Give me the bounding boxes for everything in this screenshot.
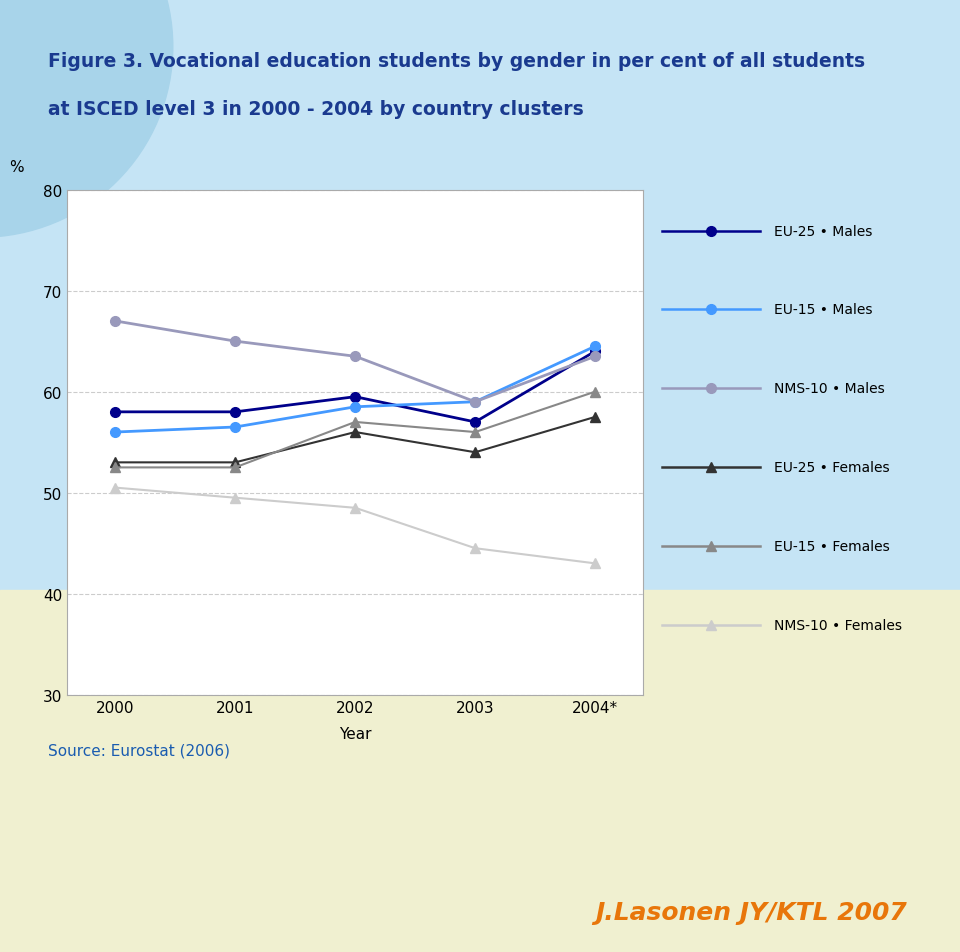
- Bar: [0, 0, 960, 590]
- Text: %: %: [10, 160, 24, 175]
- Text: J.Lasonen JY/KTL 2007: J.Lasonen JY/KTL 2007: [595, 900, 907, 923]
- Text: at ISCED level 3 in 2000 - 2004 by country clusters: at ISCED level 3 in 2000 - 2004 by count…: [48, 100, 584, 119]
- Text: EU-15 • Females: EU-15 • Females: [774, 540, 890, 554]
- Text: EU-25 • Males: EU-25 • Males: [774, 225, 872, 238]
- Text: EU-15 • Males: EU-15 • Males: [774, 303, 873, 317]
- Text: NMS-10 • Males: NMS-10 • Males: [774, 382, 884, 396]
- Bar: [0, 590, 960, 952]
- Text: NMS-10 • Females: NMS-10 • Females: [774, 619, 901, 632]
- Text: Source: Eurostat (2006): Source: Eurostat (2006): [48, 743, 230, 758]
- Text: Figure 3. Vocational education students by gender in per cent of all students: Figure 3. Vocational education students …: [48, 52, 865, 71]
- Circle shape: [0, 0, 173, 238]
- Text: EU-25 • Females: EU-25 • Females: [774, 461, 889, 475]
- X-axis label: Year: Year: [339, 725, 372, 741]
